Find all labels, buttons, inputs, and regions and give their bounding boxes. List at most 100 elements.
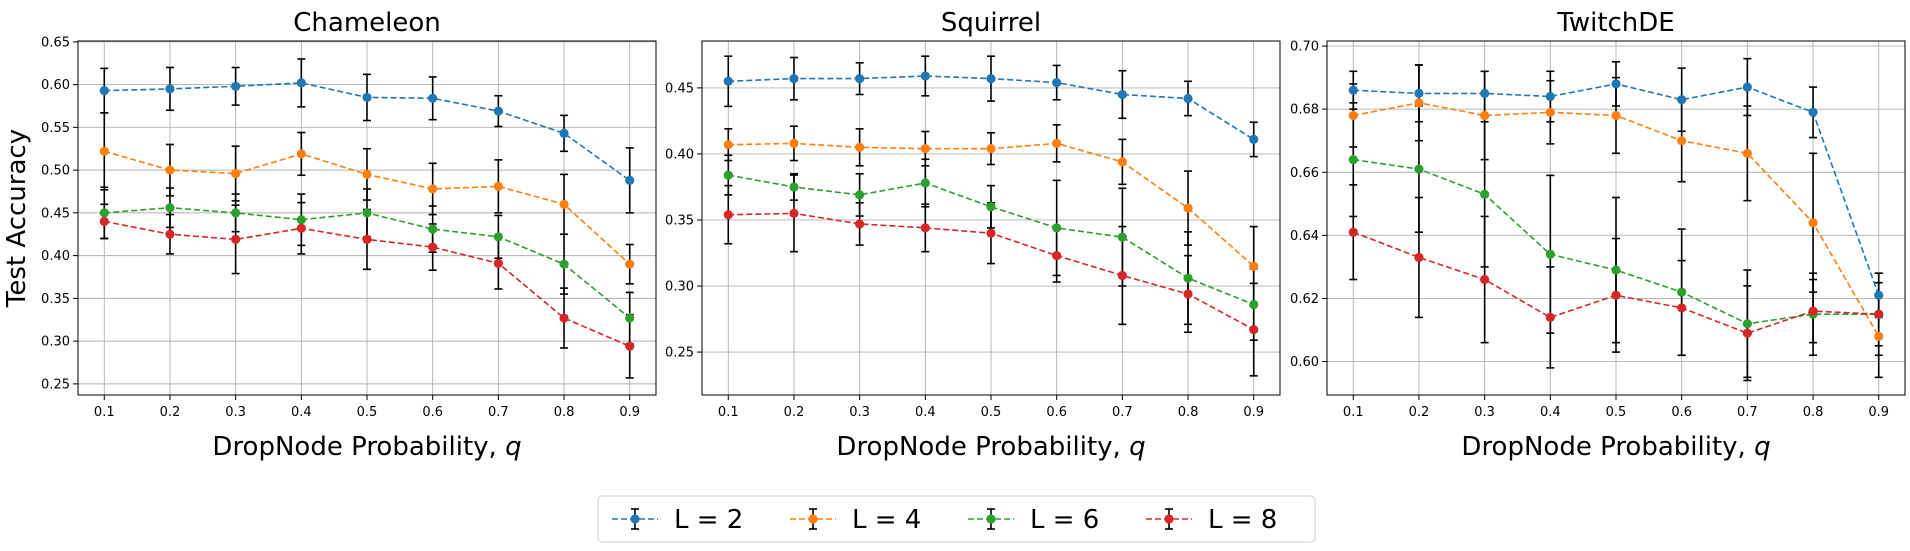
legend-label: L = 2 — [674, 505, 743, 535]
x-tick-label: 0.8 — [1178, 405, 1199, 420]
data-point-l4 — [165, 165, 175, 175]
y-tick-label: 0.62 — [1290, 292, 1319, 307]
data-point-l4 — [986, 144, 996, 154]
x-tick-label: 0.3 — [1474, 405, 1495, 420]
y-tick-label: 0.66 — [1290, 166, 1319, 181]
x-tick-label: 0.4 — [291, 405, 312, 420]
data-point-l8 — [493, 258, 503, 268]
x-tick-label: 0.3 — [225, 405, 246, 420]
data-point-l4 — [1249, 261, 1259, 271]
data-point-l6 — [1117, 232, 1127, 242]
data-point-l4 — [1611, 110, 1621, 121]
data-point-l2 — [559, 128, 569, 138]
data-point-l6 — [920, 178, 930, 188]
data-point-l4 — [789, 138, 799, 148]
data-point-l2 — [1611, 79, 1621, 89]
y-tick-label: 0.68 — [1290, 103, 1319, 118]
data-point-l6 — [165, 203, 175, 213]
y-tick-label: 0.30 — [41, 335, 70, 350]
data-point-l2 — [1348, 85, 1358, 95]
data-point-l2 — [493, 106, 503, 116]
data-point-l6 — [986, 202, 996, 212]
data-point-l8 — [625, 341, 635, 351]
data-point-l2 — [231, 81, 241, 91]
data-point-l4 — [1808, 218, 1818, 228]
data-point-l2 — [1480, 88, 1490, 98]
data-point-l2 — [1808, 107, 1818, 117]
y-tick-label: 0.50 — [41, 164, 70, 179]
data-point-l4 — [1677, 136, 1687, 146]
data-point-l6 — [1414, 164, 1424, 174]
data-point-l4 — [1348, 110, 1358, 121]
x-tick-label: 0.1 — [94, 405, 115, 420]
data-point-l8 — [362, 234, 372, 244]
panel-title: Squirrel — [941, 8, 1041, 38]
data-point-l6 — [559, 259, 569, 269]
x-tick-label: 0.4 — [1540, 405, 1561, 420]
data-point-l6 — [428, 224, 438, 234]
data-point-l4 — [99, 146, 109, 156]
data-point-l6 — [296, 215, 306, 225]
data-point-l2 — [296, 78, 306, 88]
y-ticks: 0.60 0.62 0.64 0.66 0.68 0.70 — [1290, 40, 1327, 370]
legend-marker — [630, 514, 640, 524]
x-tick-label: 0.4 — [915, 405, 936, 420]
data-point-l8 — [99, 216, 109, 227]
data-point-l8 — [165, 229, 175, 239]
data-point-l8 — [1742, 328, 1752, 338]
data-point-l8 — [1414, 252, 1424, 263]
data-point-l8 — [1249, 325, 1259, 335]
x-tick-label: 0.7 — [1737, 405, 1758, 420]
data-point-l4 — [1183, 203, 1193, 213]
panel-title: Chameleon — [293, 8, 441, 38]
data-point-l2 — [1742, 82, 1752, 92]
panel-squirrel: Squirrel 0.1 0.2 0.3 0.4 0.5 0.6 0.7 0.8 0.9 0.2… — [665, 8, 1281, 462]
data-point-l4 — [231, 168, 241, 179]
data-point-l2 — [1052, 78, 1062, 88]
data-point-l2 — [986, 74, 996, 84]
x-tick-label: 0.6 — [1671, 405, 1692, 420]
data-point-l6 — [855, 190, 865, 200]
data-point-l8 — [723, 210, 733, 220]
data-point-l2 — [1677, 95, 1687, 105]
data-point-l8 — [1348, 227, 1358, 237]
y-tick-label: 0.40 — [665, 147, 694, 162]
data-point-l6 — [1052, 223, 1062, 233]
legend-entry-l8: L = 8 — [1146, 505, 1277, 535]
x-tick-label: 0.6 — [1046, 405, 1067, 420]
y-tick-label: 0.60 — [41, 78, 70, 93]
panel-title: TwitchDE — [1556, 8, 1674, 38]
data-point-l6 — [1545, 249, 1555, 259]
data-point-l8 — [1874, 309, 1884, 319]
data-point-l8 — [986, 228, 996, 238]
data-point-l4 — [362, 169, 372, 179]
data-point-l6 — [1249, 299, 1259, 310]
data-point-l8 — [296, 223, 306, 233]
data-point-l4 — [625, 259, 635, 269]
x-tick-label: 0.2 — [1409, 405, 1430, 420]
y-tick-label: 0.55 — [41, 121, 70, 136]
data-point-l4 — [1480, 110, 1490, 121]
data-point-l4 — [428, 184, 438, 194]
x-tick-label: 0.2 — [784, 405, 805, 420]
data-point-l8 — [920, 223, 930, 233]
y-tick-label: 0.35 — [665, 213, 694, 228]
data-point-l8 — [1808, 306, 1818, 316]
data-point-l2 — [428, 93, 438, 103]
data-point-l4 — [1414, 98, 1424, 108]
y-tick-label: 0.70 — [1290, 40, 1319, 55]
x-tick-label: 0.6 — [422, 405, 443, 420]
legend-entry-l4: L = 4 — [790, 505, 921, 535]
data-point-l2 — [1874, 290, 1884, 300]
y-axis-label: Test Accuracy — [2, 129, 32, 308]
data-point-l4 — [1117, 157, 1127, 167]
data-point-l8 — [559, 313, 569, 323]
data-point-l6 — [362, 208, 372, 218]
y-tick-label: 0.25 — [41, 377, 70, 392]
data-point-l6 — [493, 232, 503, 242]
legend-label: L = 4 — [852, 505, 921, 535]
x-tick-label: 0.9 — [1243, 405, 1264, 420]
panel-twitchde: TwitchDE 0.1 0.2 0.3 0.4 0.5 0.6 0.7 0.8 0.9 0.6… — [1290, 8, 1906, 462]
x-tick-label: 0.8 — [1803, 405, 1824, 420]
